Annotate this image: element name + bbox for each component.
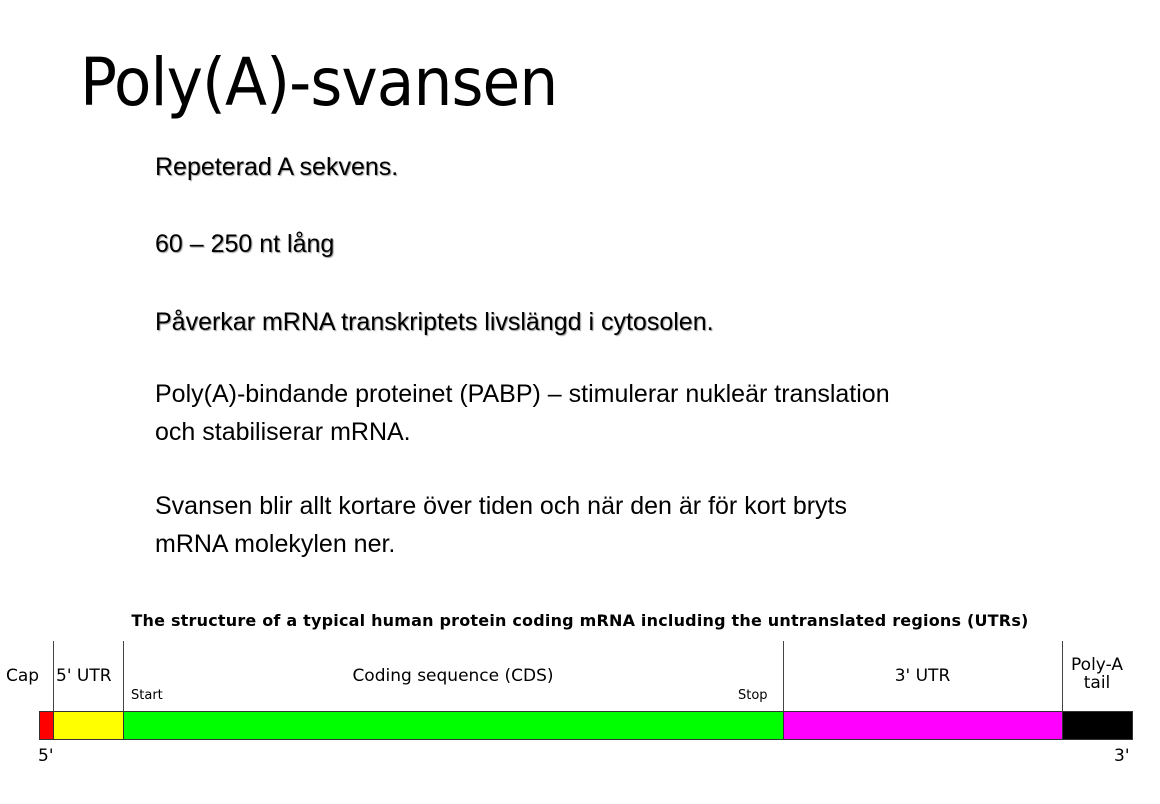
label-5utr: 5' UTR: [56, 666, 112, 686]
segment-3utr: [783, 711, 1063, 740]
label-cds: Coding sequence (CDS): [352, 666, 554, 686]
slide-title: Poly(A)-svansen: [80, 44, 558, 121]
segment-cap: [39, 711, 54, 740]
label-3-prime: 3': [1114, 746, 1130, 766]
segment-polya-tail: [1062, 711, 1133, 740]
label-tail: tail: [1083, 673, 1111, 693]
bullet-repeated-sequence: Repeterad A sekvens.: [155, 153, 399, 181]
label-polya-tail: Poly-A tail: [1062, 656, 1132, 692]
divider-3utr-polya: [1062, 641, 1063, 711]
label-start: Start: [131, 688, 163, 703]
bullet-pabp-line1: Poly(A)-bindande proteinet (PABP) – stim…: [155, 380, 890, 408]
label-polya: Poly-A: [1071, 655, 1123, 675]
bullet-pabp-line2: och stabiliserar mRNA.: [155, 418, 411, 446]
divider-cds-3utr: [783, 641, 784, 711]
label-5-prime: 5': [38, 746, 54, 766]
segment-5utr: [53, 711, 124, 740]
bullet-shortening-line2: mRNA molekylen ner.: [155, 530, 396, 558]
segment-cds: [123, 711, 784, 740]
divider-5utr-cds: [123, 641, 124, 711]
bullet-lifetime: Påverkar mRNA transkriptets livslängd i …: [155, 308, 714, 336]
diagram-title: The structure of a typical human protein…: [131, 611, 1029, 630]
bullet-shortening-line1: Svansen blir allt kortare över tiden och…: [155, 492, 847, 520]
label-3utr: 3' UTR: [894, 666, 951, 686]
label-stop: Stop: [738, 688, 768, 703]
label-cap: Cap: [6, 666, 40, 686]
bullet-length: 60 – 250 nt lång: [155, 230, 335, 258]
divider-cap-5utr: [53, 641, 54, 711]
